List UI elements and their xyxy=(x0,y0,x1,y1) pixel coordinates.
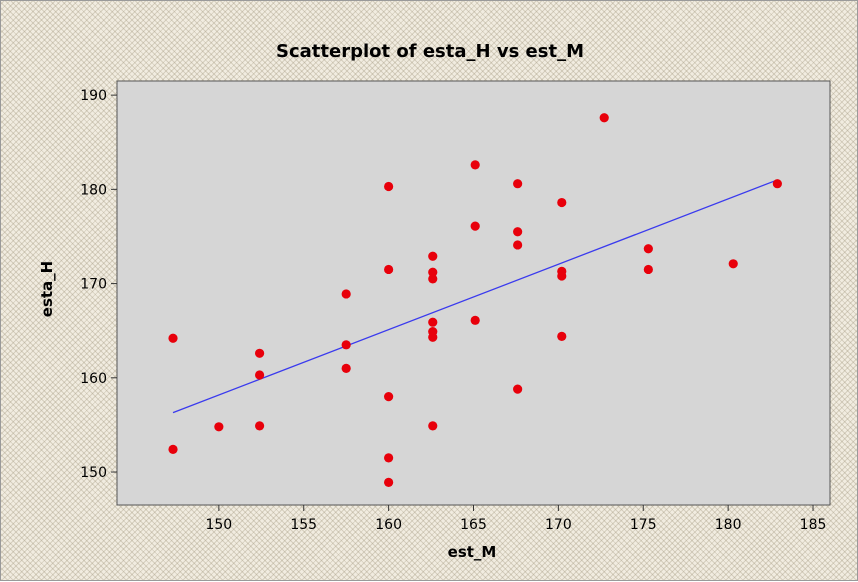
y-axis-label: esta_H xyxy=(38,261,56,317)
data-point xyxy=(471,160,480,169)
x-tick-label: 185 xyxy=(800,517,827,533)
data-point xyxy=(773,179,782,188)
data-point xyxy=(255,370,264,379)
data-point xyxy=(255,349,264,358)
data-point xyxy=(471,316,480,325)
x-tick-label: 165 xyxy=(460,517,487,533)
x-tick-label: 160 xyxy=(375,517,402,533)
data-point xyxy=(557,332,566,341)
data-point xyxy=(384,182,393,191)
data-point xyxy=(428,274,437,283)
y-axis-ticks: 150 160 170 180 190 xyxy=(80,88,117,481)
data-point xyxy=(384,453,393,462)
data-point xyxy=(513,227,522,236)
x-axis-label: est_M xyxy=(448,543,497,561)
data-point xyxy=(428,333,437,342)
x-tick-label: 180 xyxy=(715,517,742,533)
data-point xyxy=(513,385,522,394)
data-point xyxy=(342,364,351,373)
data-point xyxy=(557,271,566,280)
data-point xyxy=(168,445,177,454)
x-tick-label: 175 xyxy=(630,517,657,533)
data-point xyxy=(428,252,437,261)
y-tick-label: 160 xyxy=(80,371,107,387)
x-tick-label: 150 xyxy=(205,517,232,533)
y-tick-label: 150 xyxy=(80,465,107,481)
data-point xyxy=(428,318,437,327)
data-point xyxy=(644,265,653,274)
data-point xyxy=(600,113,609,122)
y-tick-label: 190 xyxy=(80,88,107,104)
data-point xyxy=(471,222,480,231)
x-tick-label: 155 xyxy=(290,517,317,533)
data-point xyxy=(513,179,522,188)
x-tick-label: 170 xyxy=(545,517,572,533)
data-point xyxy=(644,244,653,253)
data-point xyxy=(168,334,177,343)
chart-title: Scatterplot of esta_H vs est_M xyxy=(276,41,584,62)
data-point xyxy=(513,240,522,249)
data-point xyxy=(214,422,223,431)
data-point xyxy=(729,259,738,268)
data-point xyxy=(255,421,264,430)
data-point xyxy=(384,478,393,487)
x-axis-ticks: 150 155 160 165 170 175 180 185 xyxy=(205,505,826,533)
y-tick-label: 180 xyxy=(80,182,107,198)
plot-area xyxy=(117,81,830,505)
data-point xyxy=(342,289,351,298)
data-point xyxy=(428,421,437,430)
data-point xyxy=(342,340,351,349)
data-point xyxy=(384,392,393,401)
data-point xyxy=(384,265,393,274)
data-point xyxy=(557,198,566,207)
y-tick-label: 170 xyxy=(80,277,107,293)
